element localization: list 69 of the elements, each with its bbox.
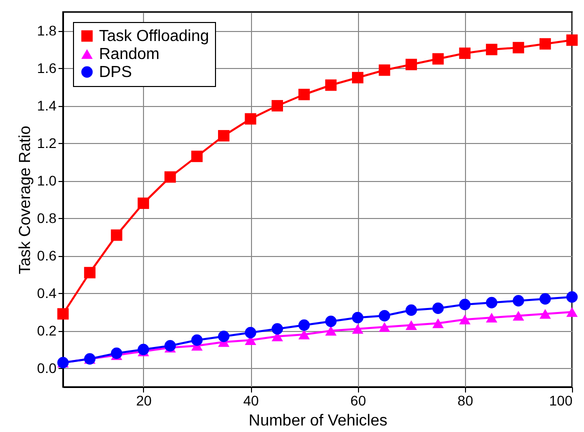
point	[191, 334, 203, 346]
point	[566, 34, 578, 46]
point	[406, 304, 417, 316]
point	[84, 266, 96, 278]
y-tick-label: 0.6	[37, 247, 57, 264]
point	[244, 326, 256, 338]
point	[325, 79, 337, 91]
point	[432, 318, 444, 328]
y-tick-label: 1.0	[37, 172, 57, 188]
point	[512, 295, 524, 306]
y-tick-label: 0.2	[37, 322, 57, 338]
point	[540, 293, 551, 305]
y-tick-label: 1.2	[37, 134, 57, 151]
point	[298, 330, 310, 340]
point	[432, 53, 444, 65]
point	[352, 312, 364, 324]
x-tick-label: 60	[350, 392, 366, 408]
y-axis-title: Task Coverage Ratio	[17, 126, 34, 274]
point	[218, 330, 230, 342]
point	[298, 88, 310, 100]
point	[272, 100, 284, 112]
point	[566, 307, 578, 317]
legend-label: DPS	[99, 64, 132, 81]
point	[164, 340, 176, 352]
point	[138, 198, 150, 209]
point	[378, 64, 390, 76]
point	[512, 42, 524, 54]
point	[325, 326, 337, 336]
point	[352, 324, 364, 334]
point	[486, 312, 498, 323]
point	[244, 113, 256, 125]
point	[110, 229, 122, 241]
x-tick-label: 100	[549, 392, 573, 408]
point	[110, 348, 122, 359]
point	[272, 323, 284, 335]
point	[486, 296, 498, 308]
point	[566, 291, 578, 303]
x-tick-label: 40	[243, 392, 260, 408]
point	[406, 58, 417, 70]
point	[57, 308, 69, 320]
point	[486, 44, 498, 56]
y-tick-label: 0.4	[37, 284, 57, 301]
point	[378, 322, 390, 332]
point	[164, 171, 176, 183]
point	[540, 308, 551, 319]
point	[191, 150, 203, 162]
point	[540, 38, 551, 50]
point	[352, 72, 364, 84]
y-tick-label: 1.4	[37, 97, 57, 114]
x-axis-title: Number of Vehicles	[248, 412, 388, 430]
x-tick-label: 20	[136, 392, 152, 408]
point	[406, 320, 417, 330]
legend-label: Random	[99, 46, 160, 63]
y-tick-label: 0.0	[37, 360, 57, 376]
point	[512, 310, 524, 321]
x-tick-label: 80	[458, 392, 474, 408]
point	[138, 344, 150, 356]
point	[218, 130, 230, 142]
point	[325, 316, 337, 328]
point	[459, 298, 471, 310]
point	[298, 319, 310, 331]
legend-label: Task Offloading	[99, 28, 209, 45]
point	[459, 48, 471, 59]
point	[432, 302, 444, 314]
y-tick-label: 1.6	[37, 60, 57, 76]
point	[459, 314, 471, 324]
y-tick-label: 1.8	[37, 22, 57, 38]
y-tick-label: 0.8	[37, 210, 57, 226]
point	[378, 310, 390, 322]
